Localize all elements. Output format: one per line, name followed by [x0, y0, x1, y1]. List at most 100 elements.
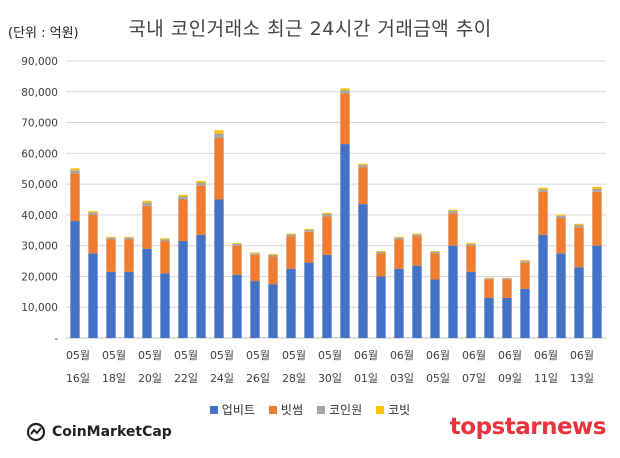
bar-segment — [448, 209, 458, 211]
bar-segment — [232, 245, 242, 275]
bar-segment — [250, 281, 260, 338]
bar-segment — [484, 278, 494, 280]
x-tick-day: 22일 — [174, 371, 198, 385]
bar-segment — [196, 182, 206, 186]
bar-segment — [466, 242, 476, 244]
x-tick-day: 01일 — [354, 371, 378, 385]
bar-segment — [520, 288, 530, 338]
x-tick-day: 28일 — [282, 371, 306, 385]
y-tick-label: 60,000 — [21, 148, 58, 160]
bar-segment — [268, 284, 278, 338]
bar-segment — [304, 229, 314, 232]
x-tick-day: 13일 — [570, 371, 594, 385]
bar-segment — [340, 144, 350, 338]
bar-segment — [178, 194, 188, 197]
coinmarketcap-logo: CoinMarketCap — [26, 422, 172, 442]
bar-segment — [160, 241, 170, 274]
bar-segment — [412, 234, 422, 237]
bar-segment — [340, 88, 350, 91]
bar-segment — [70, 170, 80, 174]
y-tick-label: - — [54, 333, 58, 345]
y-tick-label: 50,000 — [21, 179, 58, 191]
bar-segment — [322, 212, 332, 214]
bar-segment — [70, 221, 80, 338]
y-axis-ticks: - 10,000 20,000 30,000 40,000 50,000 60,000 70,… — [21, 56, 58, 345]
bar-segment — [430, 253, 440, 280]
bar-segment — [520, 260, 530, 262]
x-tick-day: 05일 — [426, 371, 450, 385]
bar-segment — [160, 238, 170, 240]
legend-swatch-upbit — [209, 405, 218, 414]
bar-segment — [412, 265, 422, 338]
legend-item-upbit: 업비트 — [209, 401, 255, 418]
y-tick-label: 20,000 — [21, 271, 58, 283]
y-tick-label: 40,000 — [21, 210, 58, 222]
legend-label-coinone: 코인원 — [329, 403, 363, 417]
bar-segment — [178, 241, 188, 338]
bar-segment — [340, 90, 350, 94]
bar-segment — [106, 239, 116, 272]
x-tick-month: 05월 — [174, 349, 198, 362]
bar-segment — [394, 268, 404, 338]
y-tick-label: 80,000 — [21, 87, 58, 99]
x-tick-day: 24일 — [210, 371, 234, 385]
bar-segment — [286, 236, 296, 269]
bar-segment — [484, 277, 494, 279]
bar-segment — [106, 237, 116, 240]
bar-segment — [448, 213, 458, 246]
bar-segment — [268, 254, 278, 257]
bar-segment — [358, 165, 368, 168]
bar-segment — [358, 204, 368, 338]
bar-segment — [70, 173, 80, 222]
bar-segment — [178, 196, 188, 200]
bar-segment — [286, 234, 296, 237]
legend-label-upbit: 업비트 — [221, 403, 255, 417]
bar-segment — [250, 253, 260, 255]
bar-segment — [304, 262, 314, 338]
bar-segment — [250, 252, 260, 254]
bar-segment — [268, 256, 278, 285]
bar-segment — [124, 271, 134, 338]
x-tick-month: 06월 — [354, 349, 378, 362]
bar-segment — [592, 186, 602, 189]
bar-segment — [466, 243, 476, 246]
legend-item-bithumb: 빗썸 — [268, 401, 303, 418]
x-tick-month: 05월 — [246, 349, 270, 362]
x-tick-month: 06월 — [534, 349, 558, 362]
x-tick-month: 05월 — [210, 349, 234, 362]
bar-segment — [592, 245, 602, 338]
legend-item-korbit: 코빗 — [376, 401, 410, 418]
bar-segment — [322, 216, 332, 255]
bar-segment — [376, 276, 386, 338]
bar-segment — [502, 277, 512, 279]
x-tick-month: 05월 — [66, 349, 90, 362]
bar-segment — [142, 200, 152, 203]
legend-label-korbit: 코빗 — [388, 403, 411, 417]
x-tick-month: 06월 — [462, 349, 486, 362]
bar-segment — [574, 223, 584, 226]
y-tick-label: 90,000 — [21, 56, 58, 68]
bar-segment — [358, 163, 368, 166]
bar-segment — [160, 273, 170, 338]
bar-segment — [322, 213, 332, 217]
bar-segment — [214, 137, 224, 200]
bar-segment — [394, 237, 404, 240]
bar-segment — [466, 245, 476, 272]
bar-segment — [430, 251, 440, 254]
bar-segment — [142, 248, 152, 338]
x-tick-month: 06월 — [498, 349, 522, 362]
bar-segment — [592, 191, 602, 246]
bar-segment — [286, 268, 296, 338]
bar-segment — [124, 236, 134, 238]
x-tick-month: 06월 — [570, 349, 594, 362]
bar-segment — [196, 181, 206, 183]
bar-segment — [484, 279, 494, 298]
bar-segment — [538, 234, 548, 338]
bar-segment — [538, 191, 548, 235]
bar-segment — [286, 233, 296, 235]
bar-segment — [178, 199, 188, 242]
bar-segment — [394, 236, 404, 238]
x-tick-day: 18일 — [102, 371, 126, 385]
bar-segment — [106, 271, 116, 338]
x-tick-day: 16일 — [66, 371, 90, 385]
